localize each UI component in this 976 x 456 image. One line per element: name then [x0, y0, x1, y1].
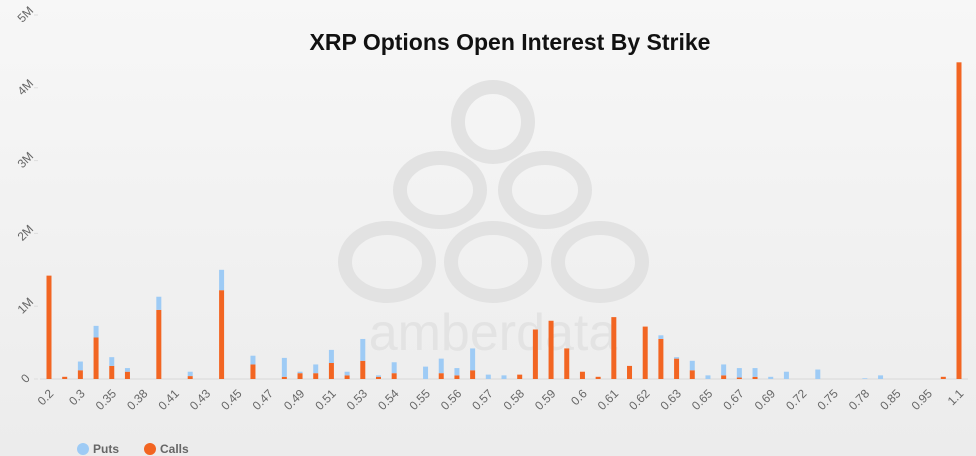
bar-segment — [721, 364, 727, 376]
legend-swatch — [77, 443, 89, 455]
bar-segment — [611, 317, 617, 379]
bar-segment — [250, 355, 256, 365]
bar-segment — [470, 370, 476, 379]
bar-segment — [454, 375, 460, 379]
bar-segment — [736, 368, 742, 378]
bar-segment — [423, 366, 429, 379]
bar-segment — [532, 329, 538, 379]
bar-segment — [344, 375, 350, 379]
bar-segment — [375, 376, 381, 379]
bar-segment — [815, 369, 821, 379]
bar-segment — [736, 377, 742, 379]
legend-label: Calls — [160, 442, 189, 456]
bar-segment — [768, 376, 774, 379]
bar-segment — [77, 370, 83, 379]
watermark-logo — [338, 80, 649, 303]
bar-segment — [705, 375, 711, 379]
bar-segment — [674, 357, 680, 359]
bar-segment — [360, 360, 366, 379]
bar-segment — [579, 371, 585, 379]
bar-segment — [124, 368, 130, 372]
bar-segment — [721, 375, 727, 379]
bar-segment — [658, 335, 664, 339]
bar-segment — [156, 296, 162, 310]
bar-segment — [501, 375, 507, 379]
bar-segment — [156, 309, 162, 379]
bar-segment — [281, 357, 287, 377]
bar-segment — [783, 371, 789, 379]
bar-segment — [595, 376, 601, 379]
bar-segment — [438, 358, 444, 374]
legend-swatch — [144, 443, 156, 455]
bar-segment — [250, 364, 256, 379]
bar-segment — [297, 373, 303, 379]
bar-segment — [689, 370, 695, 379]
bar-segment — [878, 375, 884, 379]
legend-label: Puts — [93, 442, 119, 456]
bar-segment — [328, 349, 334, 363]
bar-segment — [485, 374, 491, 379]
bar-segment — [564, 348, 570, 379]
chart-title: XRP Options Open Interest By Strike — [310, 29, 711, 55]
bar-segment — [689, 360, 695, 371]
bar-segment — [470, 348, 476, 371]
bar-segment — [328, 362, 334, 379]
bar-segment — [93, 337, 99, 379]
bar-segment — [674, 358, 680, 379]
bar-segment — [862, 378, 868, 379]
bar-segment — [752, 368, 758, 377]
bar-segment — [281, 376, 287, 379]
bar-segment — [375, 375, 381, 377]
bar-segment — [313, 373, 319, 379]
bar-segment — [391, 362, 397, 374]
bar-segment — [109, 365, 115, 379]
bar-segment — [219, 290, 225, 379]
bar-segment — [752, 376, 758, 379]
bar-segment — [187, 371, 193, 377]
bar-segment — [77, 361, 83, 371]
watermark-text: amberdata — [369, 304, 618, 362]
bar-segment — [627, 365, 633, 379]
bar-segment — [344, 371, 350, 376]
bar-segment — [62, 376, 68, 379]
bar-segment — [46, 275, 52, 379]
bar-segment — [187, 376, 193, 379]
bar-segment — [658, 338, 664, 379]
bar-segment — [517, 374, 523, 379]
bar-segment — [109, 357, 115, 366]
bar-segment — [940, 376, 946, 379]
bar-segment — [548, 320, 554, 379]
bar-segment — [454, 368, 460, 376]
bar-segment — [360, 338, 366, 361]
bar-segment — [124, 371, 130, 379]
bar-segment — [219, 269, 225, 291]
bar-segment — [391, 373, 397, 379]
bar-segment — [313, 364, 319, 374]
bar-segment — [438, 373, 444, 379]
bar-segment — [297, 371, 303, 374]
bar-segment — [93, 325, 99, 338]
bar-segment — [642, 326, 648, 379]
bar-segment — [956, 62, 962, 379]
